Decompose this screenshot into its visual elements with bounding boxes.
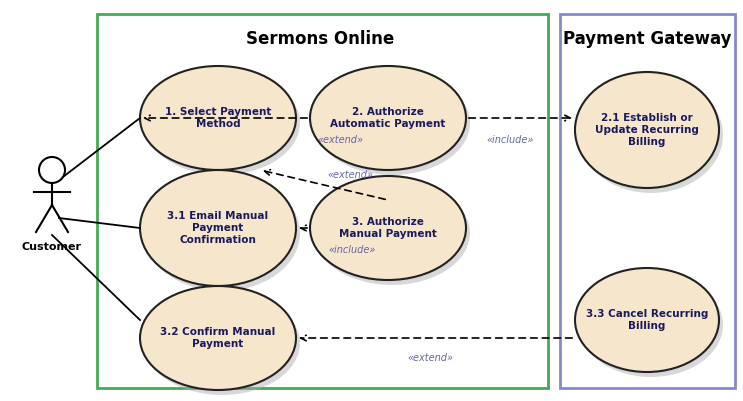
Text: «extend»: «extend» <box>327 170 373 180</box>
Text: 3.2 Confirm Manual
Payment: 3.2 Confirm Manual Payment <box>160 327 276 349</box>
Ellipse shape <box>140 170 296 286</box>
Text: «extend»: «extend» <box>407 353 453 363</box>
Ellipse shape <box>144 291 300 395</box>
Ellipse shape <box>314 71 470 175</box>
Ellipse shape <box>144 175 300 291</box>
Ellipse shape <box>575 268 719 372</box>
Ellipse shape <box>310 66 466 170</box>
Text: 2. Authorize
Automatic Payment: 2. Authorize Automatic Payment <box>331 107 446 129</box>
Text: Payment Gateway: Payment Gateway <box>562 30 731 48</box>
Text: «extend»: «extend» <box>317 135 363 145</box>
Ellipse shape <box>575 72 719 188</box>
Text: Customer: Customer <box>22 242 82 252</box>
Text: 3.1 Email Manual
Payment
Confirmation: 3.1 Email Manual Payment Confirmation <box>167 211 268 245</box>
Ellipse shape <box>140 286 296 390</box>
Ellipse shape <box>579 273 723 377</box>
Ellipse shape <box>314 181 470 285</box>
Text: 1. Select Payment
Method: 1. Select Payment Method <box>165 107 271 129</box>
Bar <box>560 14 735 388</box>
Ellipse shape <box>39 157 65 183</box>
Ellipse shape <box>144 71 300 175</box>
Bar <box>97 14 548 388</box>
Text: Sermons Online: Sermons Online <box>246 30 394 48</box>
Text: «include»: «include» <box>487 135 533 145</box>
Ellipse shape <box>140 66 296 170</box>
Text: 3. Authorize
Manual Payment: 3. Authorize Manual Payment <box>339 217 437 239</box>
Text: «include»: «include» <box>328 245 376 255</box>
Ellipse shape <box>310 176 466 280</box>
Ellipse shape <box>579 77 723 193</box>
Text: 2.1 Establish or
Update Recurring
Billing: 2.1 Establish or Update Recurring Billin… <box>595 113 699 147</box>
Text: 3.3 Cancel Recurring
Billing: 3.3 Cancel Recurring Billing <box>585 309 708 331</box>
